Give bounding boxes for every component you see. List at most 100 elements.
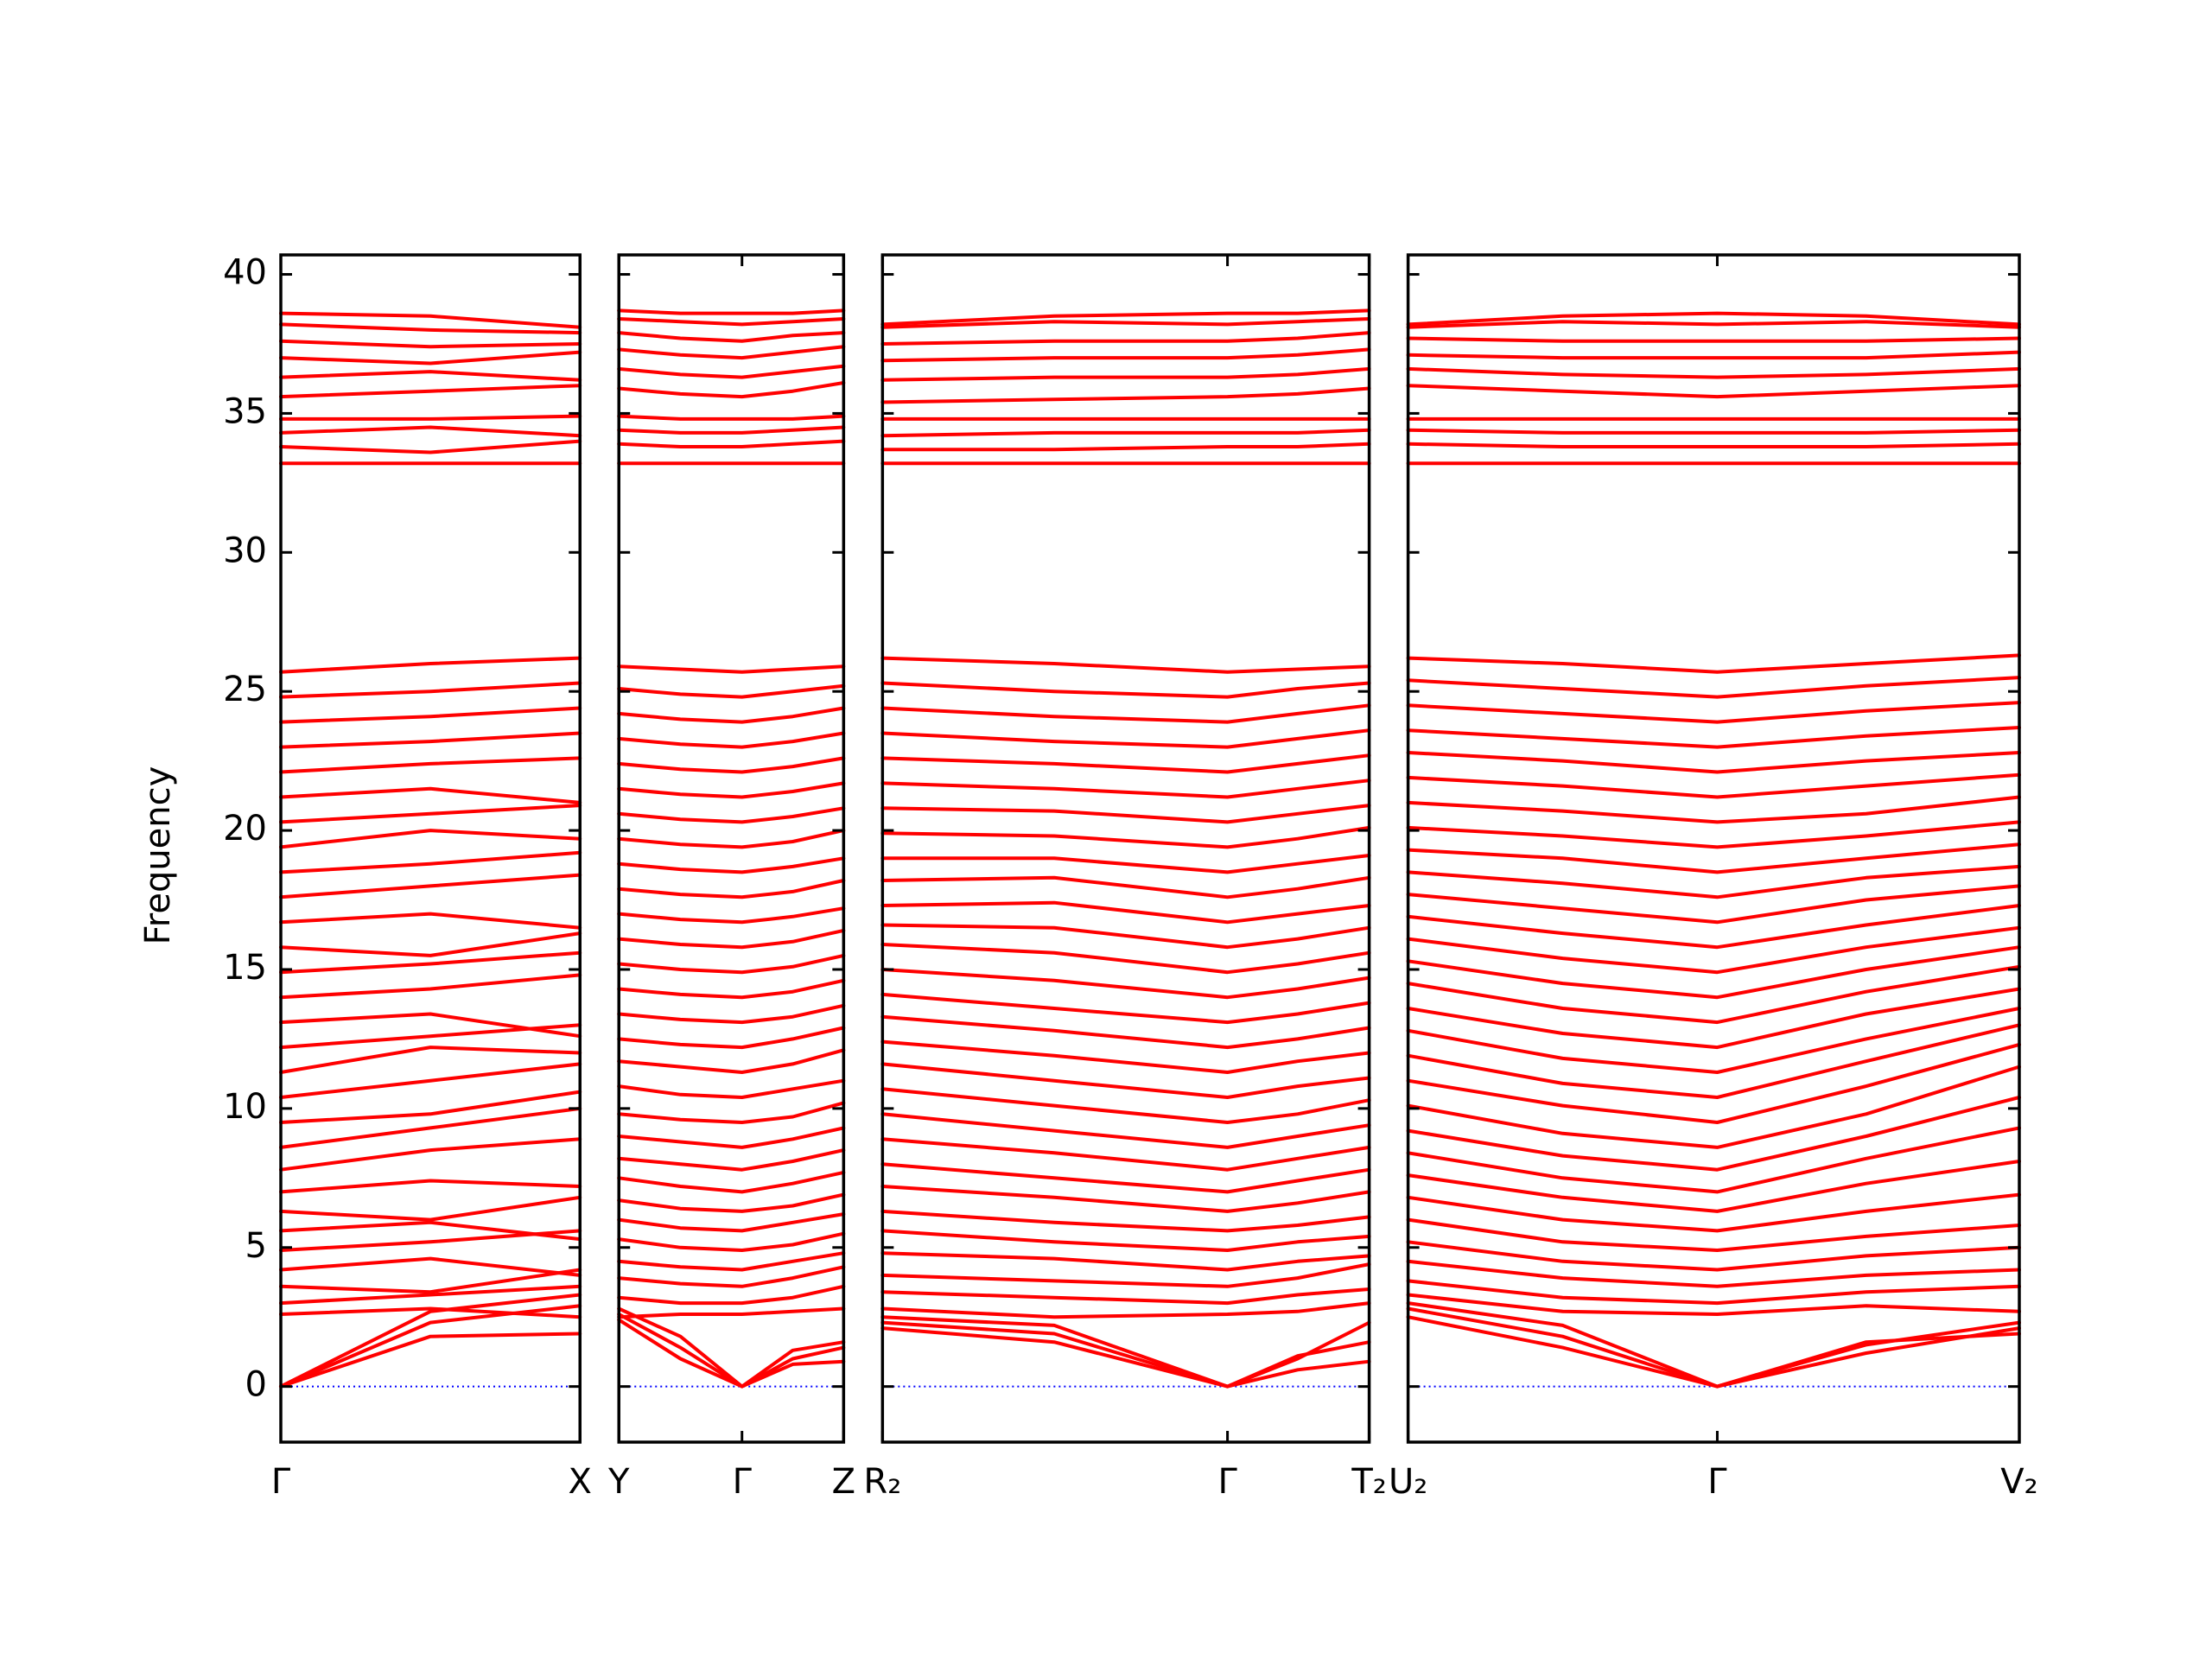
band-line: [279, 414, 582, 421]
x-tick-label: X: [569, 1462, 592, 1502]
band-line: [1406, 1315, 2021, 1389]
band-line: [880, 681, 1371, 699]
y-axis-label: Frequency: [138, 766, 178, 945]
band-line: [617, 414, 846, 421]
band-line: [880, 943, 1371, 975]
band-line: [880, 1087, 1371, 1124]
band-line: [880, 386, 1371, 404]
band-line: [279, 829, 582, 849]
band-line: [1406, 964, 2021, 1025]
band-line: [1406, 350, 2021, 360]
y-tick-label: 5: [245, 1226, 267, 1266]
band-line: [880, 656, 1371, 674]
band-line: [880, 1315, 1371, 1389]
y-tick-label: 40: [223, 253, 267, 293]
band-line: [880, 1162, 1371, 1194]
x-tick-label: Y: [607, 1462, 630, 1502]
band-line: [880, 331, 1371, 346]
band-line: [279, 1137, 582, 1172]
band-line: [1406, 320, 2021, 329]
band-line: [1406, 676, 2021, 699]
band-line: [1406, 726, 2021, 749]
y-tick-label: 35: [223, 391, 267, 431]
band-line: [617, 1003, 846, 1025]
band-line: [279, 873, 582, 899]
band-line: [279, 425, 582, 438]
band-line: [1406, 884, 2021, 925]
y-tick-label: 20: [223, 809, 267, 849]
band-line: [1406, 1126, 2021, 1194]
band-line: [617, 1306, 846, 1319]
band-line: [279, 656, 582, 674]
x-tick-label: V₂: [2000, 1462, 2037, 1502]
band-line: [1406, 1096, 2021, 1172]
band-line: [617, 331, 846, 343]
band-line: [1406, 1217, 2021, 1252]
band-line: [617, 781, 846, 799]
band-line: [880, 347, 1371, 363]
band-line: [1406, 336, 2021, 343]
band-line: [617, 928, 846, 950]
band-line: [1406, 1042, 2021, 1124]
band-line: [1406, 987, 2021, 1050]
band-line: [1406, 311, 2021, 327]
band-line: [880, 825, 1371, 849]
band-line: [1406, 751, 2021, 774]
band-line: [279, 850, 582, 874]
band-line: [279, 1220, 582, 1242]
band-line: [880, 428, 1371, 438]
y-tick-label: 0: [245, 1365, 267, 1405]
band-line: [880, 1262, 1371, 1288]
band-line: [880, 1062, 1371, 1099]
band-line: [1406, 772, 2021, 799]
band-line: [1406, 701, 2021, 724]
band-line: [880, 317, 1371, 329]
band-line: [1406, 366, 2021, 379]
y-tick-label: 10: [223, 1087, 267, 1127]
band-line: [279, 1256, 582, 1277]
band-line: [617, 317, 846, 327]
band-line: [617, 425, 846, 435]
band-line: [617, 439, 846, 448]
band-line: [617, 664, 846, 674]
band-line: [617, 1265, 846, 1288]
band-line: [279, 339, 582, 349]
band-line: [1406, 442, 2021, 448]
band-line: [279, 1179, 582, 1194]
band-line: [279, 322, 582, 335]
band-line: [279, 756, 582, 774]
band-line: [279, 1284, 582, 1306]
band-line: [1406, 1065, 2021, 1149]
band-line: [617, 756, 846, 774]
band-line: [1406, 1259, 2021, 1288]
band-line: [279, 950, 582, 975]
band-line: [617, 1048, 846, 1074]
band-line: [279, 370, 582, 382]
band-line: [617, 1101, 846, 1124]
band-line: [279, 439, 582, 454]
band-line: [880, 442, 1371, 452]
band-line: [279, 1195, 582, 1222]
x-tick-label: Γ: [271, 1462, 291, 1502]
band-line: [279, 973, 582, 1000]
band-line: [617, 1126, 846, 1149]
x-tick-label: Γ: [1707, 1462, 1727, 1502]
band-line: [1406, 1007, 2021, 1074]
band-line: [617, 683, 846, 699]
band-line: [617, 1231, 846, 1252]
band-line: [1406, 1293, 2021, 1316]
panel-frame: [279, 253, 582, 1444]
x-tick-label: T₂: [1351, 1462, 1386, 1502]
band-line: [880, 1326, 1371, 1389]
x-tick-label: U₂: [1389, 1462, 1427, 1502]
band-line: [279, 1012, 582, 1039]
band-line: [880, 1137, 1371, 1172]
band-line: [1406, 795, 2021, 824]
band-line: [880, 1251, 1371, 1272]
band-line: [279, 311, 582, 329]
band-line: [1406, 820, 2021, 849]
band-line: [617, 856, 846, 874]
band-line: [617, 345, 846, 360]
band-line: [617, 1192, 846, 1213]
band-line: [1406, 925, 2021, 975]
